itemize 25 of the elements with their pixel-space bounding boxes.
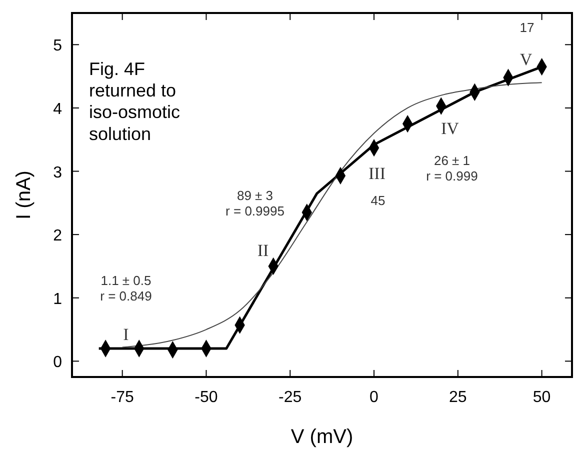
- annotation: V: [520, 50, 533, 69]
- y-tick-label: 3: [53, 164, 62, 182]
- x-tick-label: 25: [449, 389, 467, 406]
- annotation: IV: [441, 119, 460, 138]
- y-tick-label: 2: [53, 228, 62, 245]
- annotation: II: [257, 241, 269, 260]
- x-axis-title: V (mV): [290, 426, 354, 448]
- annotation: 26 ± 1 r = 0.999: [426, 153, 478, 184]
- y-tick-label: 5: [53, 38, 62, 55]
- annotation: III: [368, 164, 386, 183]
- x-tick-label: -50: [194, 389, 218, 406]
- annotation: Fig. 4F returned to iso-osmotic solution: [89, 59, 180, 144]
- annotation: 1.1 ± 0.5 r = 0.849: [100, 273, 152, 304]
- annotation: I: [123, 325, 130, 344]
- y-tick-label: 1: [53, 290, 62, 308]
- x-tick-label: -75: [110, 389, 134, 406]
- y-tick-label: 0: [53, 354, 62, 372]
- y-tick-label: 4: [53, 100, 62, 118]
- y-axis-title: I (nA): [13, 170, 35, 220]
- x-tick-label: 0: [370, 389, 379, 406]
- x-tick-label: -25: [278, 389, 302, 406]
- annotation: 17: [520, 20, 534, 35]
- annotation: 45: [370, 193, 386, 208]
- annotation: 89 ± 3 r = 0.9995: [226, 188, 284, 219]
- x-tick-label: 50: [532, 389, 551, 406]
